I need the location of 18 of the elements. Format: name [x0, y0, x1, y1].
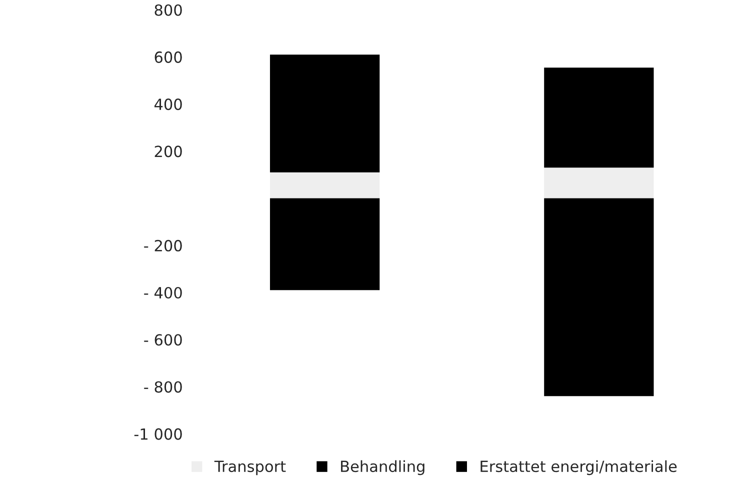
y-tick-label: 200	[154, 146, 182, 158]
bar	[544, 68, 654, 168]
bar	[270, 54, 380, 172]
y-tick-label: - 800	[144, 381, 182, 393]
y-tick-label: 800	[154, 4, 182, 16]
y-tick-label: - 200	[144, 240, 182, 252]
legend-label: Transport	[214, 460, 286, 476]
y-tick-label: 600	[154, 51, 182, 63]
y-tick-label: - 400	[144, 286, 182, 299]
y-tick-label: - 600	[144, 334, 182, 346]
y-tick-label: -1 000	[134, 428, 182, 440]
bar	[544, 198, 654, 396]
legend-label: Behandling	[341, 460, 424, 476]
bar	[544, 168, 654, 198]
bar	[270, 172, 380, 198]
legend-label: Erstattet energi/materiale	[480, 460, 677, 476]
y-tick-label: 400	[154, 98, 182, 110]
bar	[270, 198, 380, 290]
